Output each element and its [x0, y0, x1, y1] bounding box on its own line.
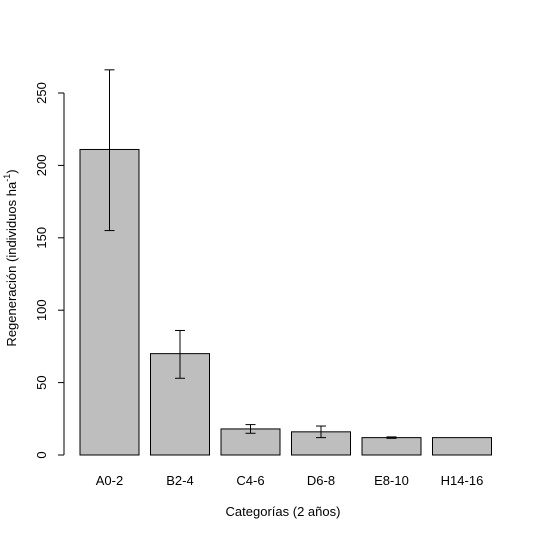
x-tick-labels: A0-2 B2-4 C4-6 D6-8 E8-10 H14-16: [96, 473, 484, 488]
x-tick-label: A0-2: [96, 473, 123, 488]
y-axis-title: Regeneración (individuos ha-1): [2, 169, 19, 346]
y-axis-title-close: ): [4, 169, 19, 173]
y-axis: 0 50 100 150 200 250: [34, 82, 65, 459]
y-tick-label: 250: [34, 82, 49, 104]
x-tick-label: B2-4: [166, 473, 193, 488]
x-tick-label: H14-16: [441, 473, 484, 488]
x-tick-label: C4-6: [236, 473, 264, 488]
y-tick-label: 50: [34, 375, 49, 389]
y-tick-label: 100: [34, 299, 49, 321]
y-tick-label: 150: [34, 227, 49, 249]
y-tick-label: 200: [34, 155, 49, 177]
x-tick-label: D6-8: [307, 473, 335, 488]
y-axis-title-main: Regeneración (individuos ha: [4, 181, 19, 347]
x-axis-title: Categorías (2 años): [226, 504, 341, 519]
x-tick-label: E8-10: [374, 473, 409, 488]
bar-h14-16: [432, 437, 492, 456]
bars-group: [79, 148, 492, 456]
error-bars-group: [104, 69, 397, 439]
bar-e8-10: [361, 437, 422, 456]
y-axis-title-superscript: -1: [2, 174, 12, 182]
y-tick-label: 0: [34, 451, 49, 458]
